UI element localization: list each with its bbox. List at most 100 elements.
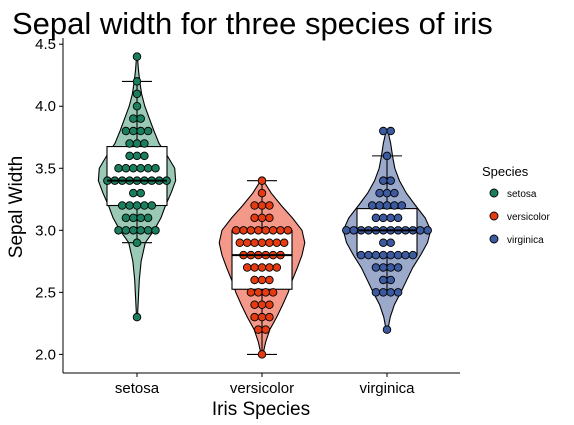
data-point-versicolor	[257, 350, 267, 359]
data-point-versicolor	[250, 213, 259, 223]
data-point-setosa	[132, 101, 142, 111]
y-tick-label: 3.0	[35, 222, 56, 239]
data-point-virginica	[416, 226, 425, 235]
data-point-versicolor	[231, 226, 241, 235]
y-tick-label: 2.0	[35, 346, 56, 363]
y-axis-title: Sepal Width	[6, 156, 27, 258]
data-point-virginica	[371, 263, 381, 272]
data-point-virginica	[393, 288, 403, 297]
data-point-versicolor	[250, 238, 259, 247]
data-point-virginica	[375, 188, 384, 198]
data-point-virginica	[386, 238, 395, 247]
x-axis: setosa versicolor virginica	[115, 373, 415, 397]
data-point-virginica	[386, 176, 395, 185]
data-point-setosa	[121, 213, 131, 223]
violin-group-versicolor	[218, 176, 306, 359]
y-tick-label: 2.5	[35, 284, 56, 301]
data-point-setosa	[136, 164, 145, 173]
data-point-versicolor	[254, 288, 263, 297]
data-point-setosa	[121, 164, 131, 173]
data-point-virginica	[379, 126, 388, 136]
data-point-versicolor	[279, 238, 289, 247]
data-point-virginica	[379, 288, 388, 297]
data-point-versicolor	[265, 201, 274, 210]
data-point-virginica	[379, 213, 388, 223]
data-point-virginica	[379, 176, 388, 185]
data-point-versicolor	[250, 201, 259, 210]
data-point-setosa	[125, 139, 134, 148]
data-point-versicolor	[276, 226, 285, 235]
data-point-virginica	[349, 226, 358, 235]
data-point-setosa	[143, 213, 153, 223]
data-point-versicolor	[265, 300, 274, 310]
data-point-versicolor	[250, 263, 259, 272]
data-point-virginica	[379, 238, 388, 247]
y-tick-label: 4.0	[35, 98, 56, 115]
plot-area	[97, 52, 432, 359]
data-point-versicolor	[272, 238, 282, 247]
data-point-versicolor	[242, 238, 252, 247]
data-point-versicolor	[265, 213, 274, 223]
legend-label-virginica: virginica	[507, 235, 544, 246]
y-tick-label: 3.5	[35, 160, 56, 177]
data-point-versicolor	[265, 275, 274, 285]
data-point-setosa	[143, 126, 153, 136]
data-point-setosa	[132, 52, 142, 61]
data-point-versicolor	[257, 176, 267, 185]
x-axis-title: Iris Species	[212, 399, 310, 420]
data-point-virginica	[371, 213, 381, 223]
data-point-virginica	[382, 325, 392, 334]
violin-group-setosa	[97, 52, 177, 322]
data-point-versicolor	[265, 263, 274, 272]
data-point-versicolor	[268, 288, 278, 297]
data-point-virginica	[397, 201, 407, 210]
data-point-setosa	[132, 151, 142, 161]
data-point-virginica	[408, 250, 418, 260]
data-point-setosa	[140, 139, 149, 148]
data-point-setosa	[114, 226, 123, 235]
data-point-virginica	[393, 250, 403, 260]
data-point-setosa	[136, 213, 145, 223]
data-point-virginica	[375, 201, 384, 210]
data-point-virginica	[386, 288, 395, 297]
data-point-setosa	[129, 188, 138, 198]
data-point-setosa	[143, 164, 153, 173]
data-point-virginica	[382, 151, 392, 161]
data-point-virginica	[393, 213, 403, 223]
data-point-setosa	[143, 226, 153, 235]
x-tick-label: setosa	[115, 380, 160, 397]
data-point-setosa	[117, 201, 127, 210]
data-point-versicolor	[246, 288, 256, 297]
data-point-versicolor	[257, 312, 267, 322]
data-point-versicolor	[254, 226, 263, 235]
data-point-versicolor	[272, 263, 282, 272]
data-point-setosa	[136, 226, 145, 235]
legend-label-setosa: setosa	[507, 189, 537, 200]
data-point-versicolor	[235, 238, 245, 247]
data-point-setosa	[132, 89, 142, 99]
data-point-setosa	[132, 312, 142, 322]
data-point-virginica	[423, 226, 432, 235]
data-point-versicolor	[257, 201, 267, 210]
data-point-virginica	[386, 213, 395, 223]
data-point-virginica	[401, 250, 410, 260]
data-point-versicolor	[257, 238, 267, 247]
data-point-setosa	[132, 77, 142, 86]
y-axis: 2.0 2.5 3.0 3.5 4.0 4.5	[35, 36, 63, 363]
data-point-virginica	[390, 188, 399, 198]
data-point-setosa	[129, 164, 138, 173]
data-point-virginica	[390, 201, 399, 210]
legend-marker-virginica	[489, 234, 499, 244]
data-point-setosa	[136, 126, 145, 136]
data-point-versicolor	[261, 226, 270, 235]
chart-title: Sepal width for three species of iris	[12, 6, 493, 41]
data-point-virginica	[382, 188, 392, 198]
legend-marker-setosa	[489, 188, 499, 198]
legend-title: Species	[482, 164, 529, 179]
data-point-versicolor	[257, 188, 267, 198]
data-point-virginica	[386, 263, 395, 272]
data-point-setosa	[114, 164, 123, 173]
data-point-versicolor	[261, 288, 270, 297]
data-point-versicolor	[265, 312, 274, 322]
